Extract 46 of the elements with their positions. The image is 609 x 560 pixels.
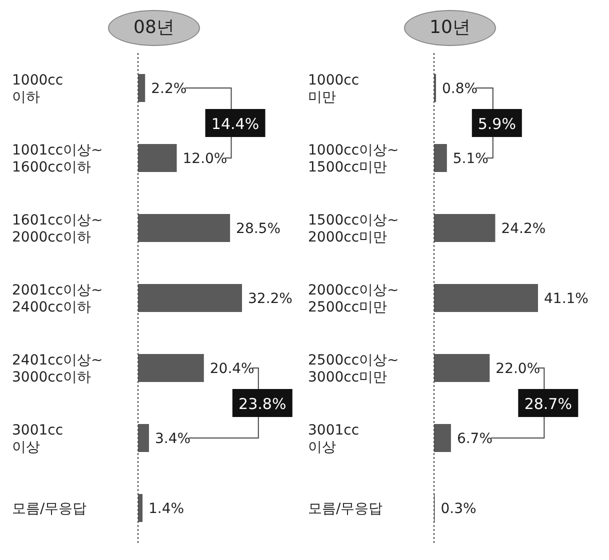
bar (434, 144, 447, 172)
data-label: 24.2% (501, 221, 546, 237)
y-tick-label: 2001cc이상~ 2400cc이하 (12, 282, 103, 316)
annotation: 14.4% (211, 115, 260, 133)
annotation: 5.9% (478, 115, 516, 133)
data-label: 1.4% (148, 501, 184, 517)
data-label: 41.1% (544, 291, 588, 307)
data-label: 20.4% (210, 361, 254, 377)
y-tick-label: 1000cc 미만 (308, 72, 360, 106)
y-tick-label: 2000cc이상~ 2500cc미만 (308, 282, 399, 316)
data-label: 0.3% (440, 501, 476, 517)
bar (138, 214, 230, 242)
annotation: 28.7% (524, 395, 572, 413)
y-tick-label: 3001cc 이상 (308, 422, 360, 456)
chart-title: 10년 (404, 10, 496, 46)
bar (138, 494, 143, 522)
bar (138, 354, 204, 382)
bar (138, 144, 177, 172)
y-tick-label: 2500cc이상~ 3000cc미만 (308, 352, 399, 386)
bar (138, 74, 146, 102)
bar (138, 424, 149, 452)
bar (434, 354, 490, 382)
data-label: 22.0% (496, 361, 540, 377)
y-tick-label: 1001cc이상~ 1600cc이하 (12, 142, 103, 176)
bar (434, 424, 451, 452)
data-label: 12.0% (182, 151, 228, 167)
y-tick-label: 1000cc 이하 (12, 72, 64, 106)
y-tick-label: 1500cc이상~ 2000cc미만 (308, 212, 399, 246)
annotation: 23.8% (238, 395, 286, 413)
bar (138, 284, 242, 312)
y-tick-label: 3001cc 이상 (12, 422, 64, 456)
y-tick-label: 1601cc이상~ 2000cc이하 (12, 212, 103, 246)
y-tick-label: 2401cc이상~ 3000cc이하 (12, 352, 103, 386)
data-label: 0.8% (442, 81, 478, 97)
bar (434, 214, 496, 242)
data-label: 2.2% (151, 81, 187, 97)
data-label: 28.5% (236, 221, 281, 237)
y-tick-label: 1000cc이상~ 1500cc미만 (308, 142, 399, 176)
y-tick-label: 모름/무응답 (12, 501, 87, 517)
data-label: 32.2% (248, 291, 292, 307)
data-label: 3.4% (154, 431, 191, 447)
chart-title: 08년 (108, 10, 200, 46)
data-label: 5.1% (452, 151, 488, 167)
bar (434, 284, 538, 312)
data-label: 6.7% (456, 431, 493, 447)
y-tick-label: 모름/무응답 (308, 501, 383, 517)
